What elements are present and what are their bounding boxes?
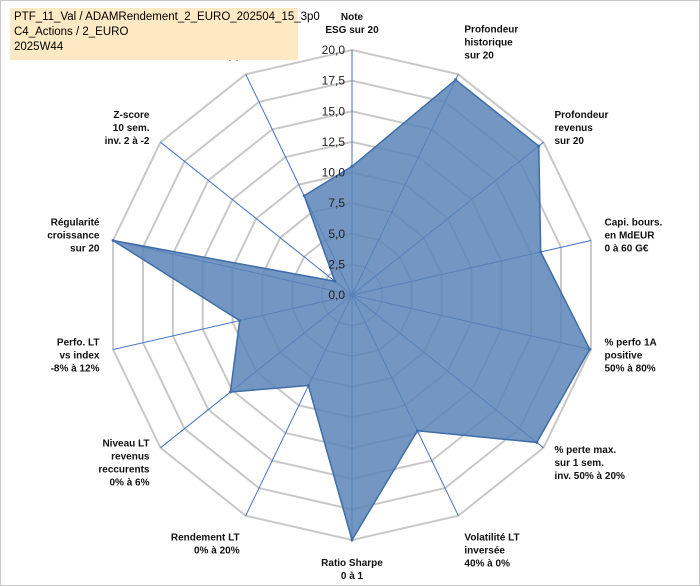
tick-label-3: 7,5	[328, 196, 345, 210]
data-point-2	[454, 78, 458, 82]
tick-label-2: 5,0	[328, 227, 345, 241]
chart-title-line-1: PTF_11_Val / ADAMRendement_2_EURO_202504…	[14, 11, 320, 23]
axis-label-13: Z-score 10 sem. inv. 2 à -2	[105, 110, 150, 147]
tick-label-7: 17,5	[322, 74, 346, 88]
axis-label-6: % perte max. sur 1 sem. inv. 50% à 20%	[555, 445, 626, 482]
data-point-13	[333, 279, 337, 283]
tick-label-6: 15,0	[322, 104, 346, 118]
chart-title-line-3: 2025W44	[14, 41, 64, 53]
tick-label-1: 2,5	[328, 257, 345, 271]
data-point-10	[228, 390, 232, 394]
axis-label-8: Ratio Sharpe 0 à 1	[321, 558, 383, 582]
axis-label-5: % perfo 1A positive 50% à 80%	[605, 337, 657, 374]
axis-label-10: Niveau LT revenus reccurents 0% à 6%	[98, 439, 150, 489]
tick-label-5: 12,5	[322, 135, 346, 149]
tick-label-4: 10,0	[322, 166, 346, 180]
data-point-5	[588, 347, 592, 351]
data-point-7	[415, 429, 419, 433]
chart-title-line-2: C4_Actions / 2_EURO	[14, 26, 129, 38]
axis-line-13	[160, 141, 353, 296]
axis-label-7: Volatilité LT inversée 40% à 0%	[464, 532, 519, 569]
data-series-area	[112, 78, 591, 542]
axis-label-1: Note ESG sur 20	[325, 12, 379, 36]
data-point-1	[350, 164, 354, 168]
data-point-11	[238, 319, 242, 323]
tick-label-0: 0,0	[328, 288, 345, 302]
axis-label-3: Profondeur revenus sur 20	[555, 110, 609, 147]
axis-label-11: Perfo. LT vs index -8% à 12%	[51, 337, 100, 374]
data-point-9	[306, 384, 310, 387]
axis-label-9: Rendement LT 0% à 20%	[171, 532, 240, 556]
tick-label-8: 20,0	[322, 43, 346, 57]
chart-title-box: PTF_11_Val / ADAMRendement_2_EURO_202504…	[10, 8, 320, 60]
axis-label-12: Régularité croissance sur 20	[47, 218, 100, 255]
axis-label-4: Capi. bours. en MdEUR 0 à 60 G€	[605, 218, 663, 255]
axis-label-2: Profondeur historique sur 20	[464, 25, 518, 62]
data-point-4	[539, 250, 543, 254]
data-point-6	[535, 440, 539, 444]
data-point-3	[537, 144, 541, 148]
data-point-14	[302, 194, 306, 198]
data-point-12	[111, 239, 115, 242]
data-point-8	[350, 538, 354, 542]
